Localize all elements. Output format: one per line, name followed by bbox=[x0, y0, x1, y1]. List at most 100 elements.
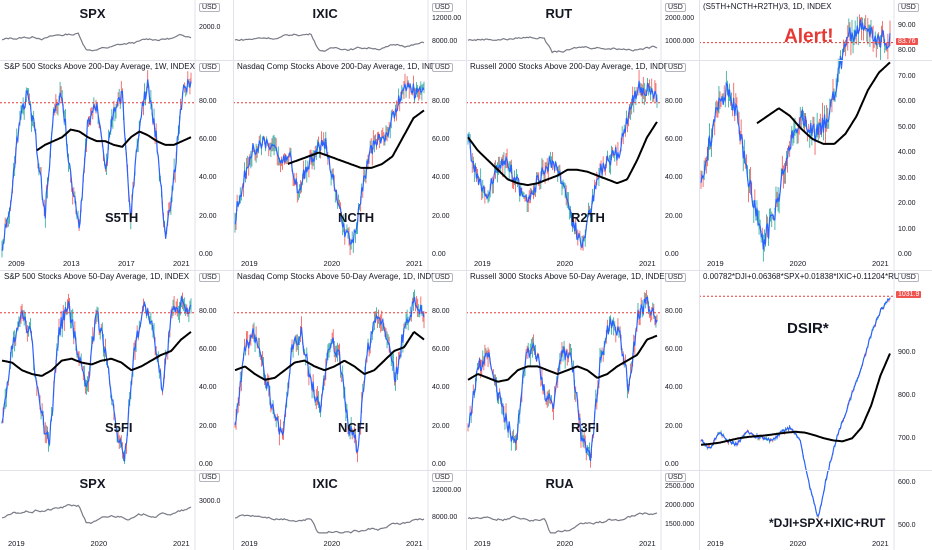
symbol-label: DSIR* bbox=[787, 320, 829, 337]
column-separator[interactable] bbox=[699, 0, 700, 550]
currency-badge[interactable]: USD bbox=[199, 473, 220, 482]
x-tick-label: 2020 bbox=[556, 259, 574, 268]
price-series-line bbox=[467, 36, 658, 54]
currency-badge[interactable]: USD bbox=[898, 273, 919, 282]
panel-ixic-top[interactable]: 12000.00 8000.00 USD IXIC bbox=[233, 0, 466, 60]
panel-ncth[interactable]: 80.00 60.00 40.00 20.00 0.00 Nasdaq Comp Stoc… bbox=[233, 60, 466, 270]
y-tick-label: 0.00 bbox=[665, 251, 679, 258]
panel-spx-bot[interactable]: 3000.0 USD SPX 2019 2020 2021 bbox=[0, 470, 233, 550]
panel-title: S&P 500 Stocks Above 200-Day Average, 1W… bbox=[4, 62, 195, 71]
panel-ixic-bot[interactable]: 12000.00 8000.00 USD IXIC 2019 2020 2021 bbox=[233, 470, 466, 550]
symbol-label: IXIC bbox=[312, 6, 338, 21]
panel-spx-top[interactable]: 2000.0 USD SPX bbox=[0, 0, 233, 60]
y-tick-label: 2500.000 bbox=[665, 483, 695, 491]
panel-avg-top[interactable]: 90.00 80.00 70.00 60.00 50.00 40.00 30.00 20.00… bbox=[699, 0, 932, 270]
y-tick-label: 10.00 bbox=[898, 225, 916, 233]
x-tick-label: 2021 bbox=[173, 539, 190, 548]
currency-badge[interactable]: USD bbox=[199, 3, 220, 12]
y-tick-label: 12000.00 bbox=[432, 487, 462, 495]
plot-avg-top bbox=[699, 0, 895, 270]
currency-badge[interactable]: USD bbox=[665, 473, 686, 482]
column-separator[interactable] bbox=[233, 0, 234, 550]
y-tick-label: 20.00 bbox=[199, 422, 217, 430]
y-tick-label: 20.00 bbox=[665, 212, 683, 220]
y-tick-label: 800.0 bbox=[898, 391, 916, 399]
currency-badge[interactable]: USD bbox=[199, 273, 220, 282]
x-tick-label: 2021 bbox=[639, 259, 656, 268]
plot-ixic-top bbox=[234, 0, 429, 60]
panel-title: Nasdaq Comp Stocks Above 50-Day Average,… bbox=[237, 272, 442, 281]
y-tick-label: 700.0 bbox=[898, 435, 916, 443]
price-series-line bbox=[700, 298, 891, 518]
symbol-label: S5FI bbox=[105, 420, 133, 435]
plot-ncth bbox=[233, 60, 429, 270]
x-tick-label: 2019 bbox=[474, 259, 491, 268]
x-tick-label: 2021 bbox=[872, 539, 889, 548]
moving-average-line bbox=[1, 331, 192, 377]
panel-s5th[interactable]: 80.00 60.00 40.00 20.00 0.00 S&P 500 Stocks A… bbox=[0, 60, 233, 270]
y-tick-label: 2000.0 bbox=[199, 24, 221, 31]
panel-dsir[interactable]: 900.0 800.0 700.0 600.0 500.0 1031.9 0.00782*D… bbox=[699, 270, 932, 550]
x-tick-label: 2019 bbox=[241, 259, 258, 268]
y-tick-label: 0.00 bbox=[898, 251, 912, 258]
x-tick-label: 2021 bbox=[406, 259, 423, 268]
x-tick-label: 2021 bbox=[872, 259, 889, 268]
panel-ncfi[interactable]: 80.00 60.00 40.00 20.00 0.00 Nasdaq Comp Stoc… bbox=[233, 270, 466, 470]
y-tick-label: 60.00 bbox=[665, 136, 683, 144]
panel-rut-top[interactable]: 2000.000 1000.000 USD RUT bbox=[466, 0, 699, 60]
price-series-line bbox=[700, 19, 891, 250]
x-tick-label: 2020 bbox=[323, 259, 341, 268]
y-tick-label: 20.00 bbox=[665, 422, 683, 430]
y-tick-label: 12000.00 bbox=[432, 15, 462, 23]
panel-title: 0.00782*DJI+0.06368*SPX+0.01838*IXIC+0.1… bbox=[703, 272, 919, 281]
price-series-line bbox=[1, 32, 192, 52]
currency-badge[interactable]: USD bbox=[665, 3, 686, 12]
y-tick-label: 1500.000 bbox=[665, 520, 695, 528]
y-tick-label: 0.00 bbox=[199, 251, 213, 258]
moving-average-line bbox=[467, 334, 658, 383]
y-tick-label: 40.00 bbox=[199, 384, 217, 392]
currency-badge[interactable]: USD bbox=[432, 473, 453, 482]
y-tick-label: 90.00 bbox=[898, 21, 916, 29]
x-tick-label: 2020 bbox=[789, 259, 807, 268]
y-tick-label: 80.00 bbox=[665, 307, 683, 315]
y-tick-label: 500.0 bbox=[898, 522, 916, 530]
panel-r2th[interactable]: 80.00 60.00 40.00 20.00 0.00 Russell 2000 Sto… bbox=[466, 60, 699, 270]
currency-badge[interactable]: USD bbox=[432, 63, 453, 72]
row-separator[interactable] bbox=[0, 60, 932, 61]
price-series-line bbox=[234, 32, 425, 52]
row-separator[interactable] bbox=[0, 270, 932, 271]
currency-badge[interactable]: USD bbox=[665, 273, 686, 282]
panel-s5fi[interactable]: 80.00 60.00 40.00 20.00 0.00 S&P 500 Stocks A… bbox=[0, 270, 233, 470]
y-tick-label: 60.00 bbox=[665, 346, 683, 354]
column-separator[interactable] bbox=[466, 0, 467, 550]
y-tick-label: 40.00 bbox=[432, 384, 450, 392]
y-tick-label: 600.0 bbox=[898, 478, 916, 486]
y-tick-label: 80.00 bbox=[665, 97, 683, 105]
y-tick-label: 60.00 bbox=[432, 136, 450, 144]
plot-dsir bbox=[699, 270, 895, 550]
y-tick-label: 3000.0 bbox=[199, 497, 221, 505]
y-tick-label: 40.00 bbox=[199, 174, 217, 182]
y-tick-label: 900.0 bbox=[898, 348, 916, 356]
x-tick-label: 2009 bbox=[8, 259, 25, 268]
row-separator[interactable] bbox=[0, 470, 932, 471]
currency-badge[interactable]: USD bbox=[665, 63, 686, 72]
y-tick-label: 60.00 bbox=[898, 98, 916, 106]
x-tick-label: 2019 bbox=[474, 539, 491, 548]
moving-average-line bbox=[756, 61, 891, 145]
panel-r3fi[interactable]: 80.00 60.00 40.00 20.00 0.00 Russell 3000 Sto… bbox=[466, 270, 699, 470]
currency-badge[interactable]: USD bbox=[199, 63, 220, 72]
price-series-line bbox=[234, 296, 425, 453]
symbol-label: RUA bbox=[545, 476, 574, 491]
x-tick-label: 2021 bbox=[173, 259, 190, 268]
x-tick-label: 2020 bbox=[90, 539, 108, 548]
y-tick-label: 2000.000 bbox=[665, 502, 695, 510]
panel-rua-bot[interactable]: 2500.000 2000.000 1500.000 USD RUA 2019 2020 20… bbox=[466, 470, 699, 550]
currency-badge[interactable]: USD bbox=[432, 3, 453, 12]
currency-badge[interactable]: USD bbox=[432, 273, 453, 282]
currency-badge[interactable]: USD bbox=[898, 3, 919, 12]
y-tick-label: 20.00 bbox=[199, 212, 217, 220]
price-series-line bbox=[234, 80, 425, 245]
symbol-label: R3FI bbox=[571, 420, 600, 435]
